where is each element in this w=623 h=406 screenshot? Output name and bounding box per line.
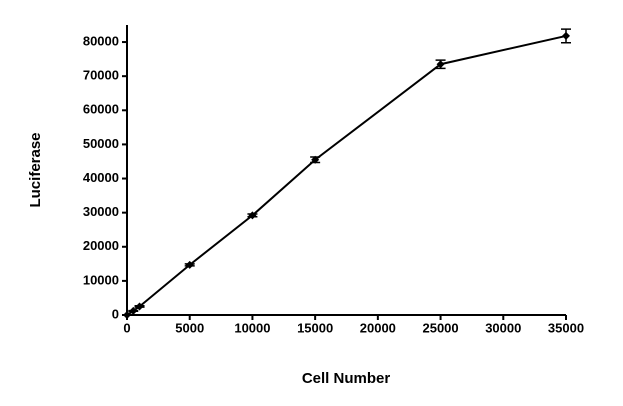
y-tick-label: 30000	[83, 204, 119, 219]
y-tick-label: 10000	[83, 272, 119, 287]
x-tick-label: 25000	[422, 320, 458, 335]
x-tick-label: 15000	[297, 320, 333, 335]
y-tick-label: 40000	[83, 170, 119, 185]
marker	[123, 311, 131, 319]
x-tick-label: 0	[123, 320, 130, 335]
marker	[129, 306, 138, 315]
data-line	[126, 34, 567, 316]
x-tick-label: 35000	[548, 320, 584, 335]
y-tick-label: 0	[112, 306, 119, 321]
marker	[135, 302, 144, 311]
y-tick-label: 60000	[83, 102, 119, 117]
marker	[562, 31, 570, 40]
y-tick-label: 80000	[83, 33, 119, 48]
x-axis-title: Cell Number	[302, 370, 391, 387]
x-tick-label: 20000	[360, 320, 396, 335]
marker	[436, 60, 445, 69]
y-tick-label: 70000	[83, 68, 119, 83]
y-tick-label: 50000	[83, 136, 119, 151]
y-tick-label: 20000	[83, 238, 119, 253]
y-axis-title: Luciferase	[27, 132, 44, 207]
x-tick-label: 5000	[175, 320, 204, 335]
marker	[311, 155, 320, 164]
x-tick-label: 10000	[234, 320, 270, 335]
marker	[185, 260, 194, 269]
marker	[248, 211, 257, 220]
x-tick-label: 30000	[485, 320, 521, 335]
